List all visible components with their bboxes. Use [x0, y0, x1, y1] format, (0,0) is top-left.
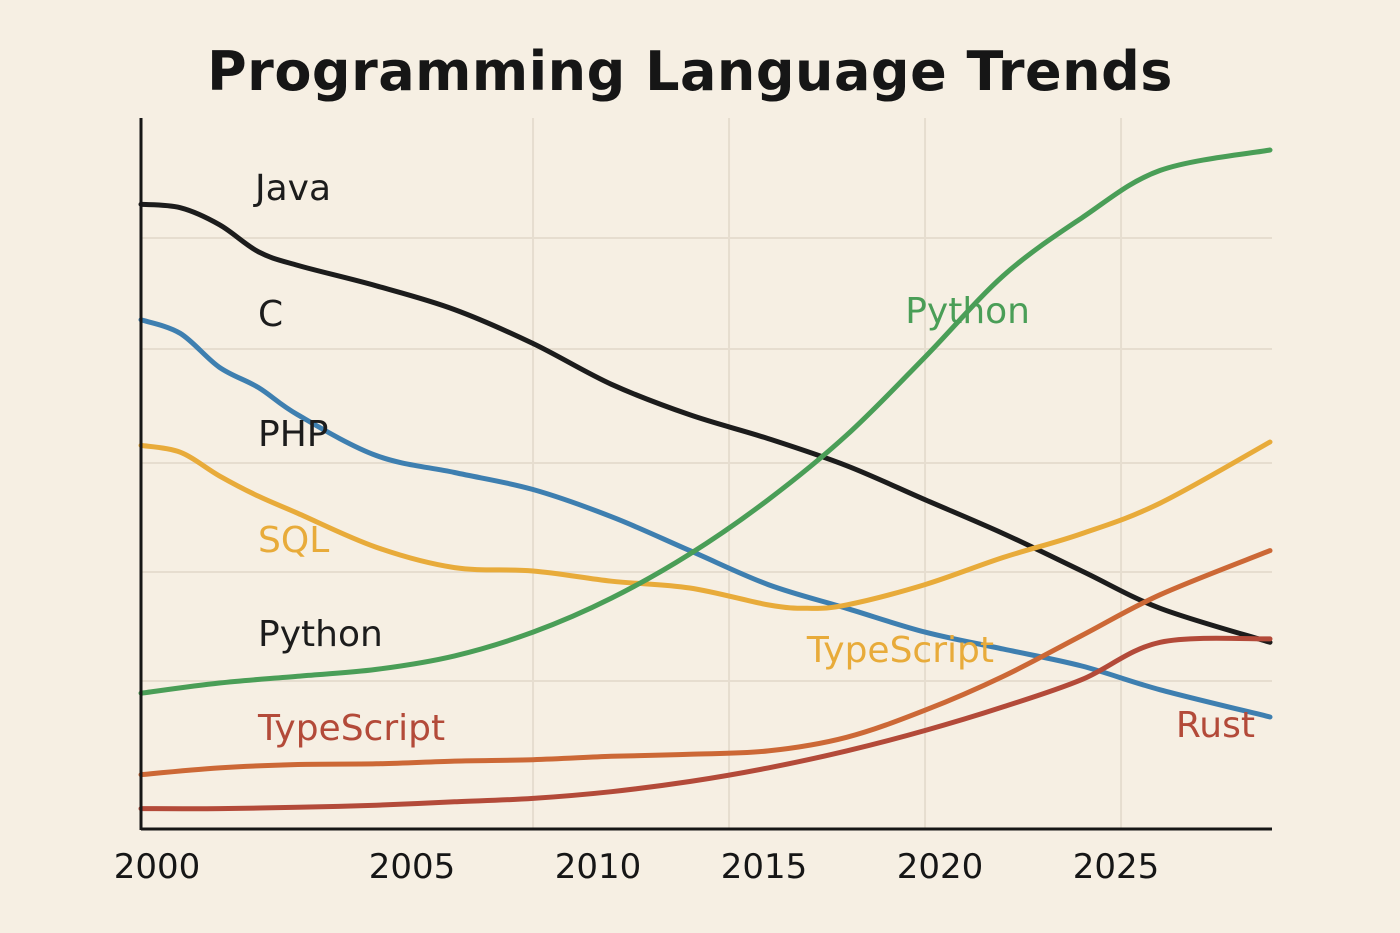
x-tick-label-2005: 2005 — [369, 847, 456, 887]
series-line-sql — [138, 439, 1273, 611]
series-line-c — [138, 317, 1273, 720]
series-label-php-2: PHP — [258, 414, 329, 455]
x-tick-label-2020: 2020 — [897, 847, 984, 887]
series-label-python-4: Python — [258, 614, 383, 655]
series-label-sql-3: SQL — [258, 520, 329, 561]
x-tick-label-2015: 2015 — [721, 847, 808, 887]
series-line-python — [138, 147, 1273, 696]
series-line-java — [138, 201, 1273, 645]
x-tick-label-2000: 2000 — [114, 847, 201, 887]
x-tick-label-2010: 2010 — [555, 847, 642, 887]
axes — [139, 118, 1272, 831]
series-lines — [138, 147, 1273, 812]
x-tick-labels: 2000 2005 2010 2015 2020 2025 — [114, 847, 1160, 887]
series-label-python-6: Python — [905, 291, 1030, 332]
series-labels: Java C PHP SQL Python TypeScript Python TypeScr… — [253, 168, 1255, 749]
series-label-c-1: C — [258, 294, 283, 335]
series-line-typescript — [138, 548, 1273, 778]
series-label-typescript-7: TypeScript — [806, 630, 994, 671]
series-line-rust — [138, 635, 1273, 812]
series-label-java-0: Java — [253, 168, 331, 209]
series-label-rust-8: Rust — [1176, 705, 1255, 746]
series-label-typescript-5: TypeScript — [257, 708, 445, 749]
x-tick-label-2025: 2025 — [1073, 847, 1160, 887]
chart-title: Programming Language Trends — [207, 40, 1173, 103]
